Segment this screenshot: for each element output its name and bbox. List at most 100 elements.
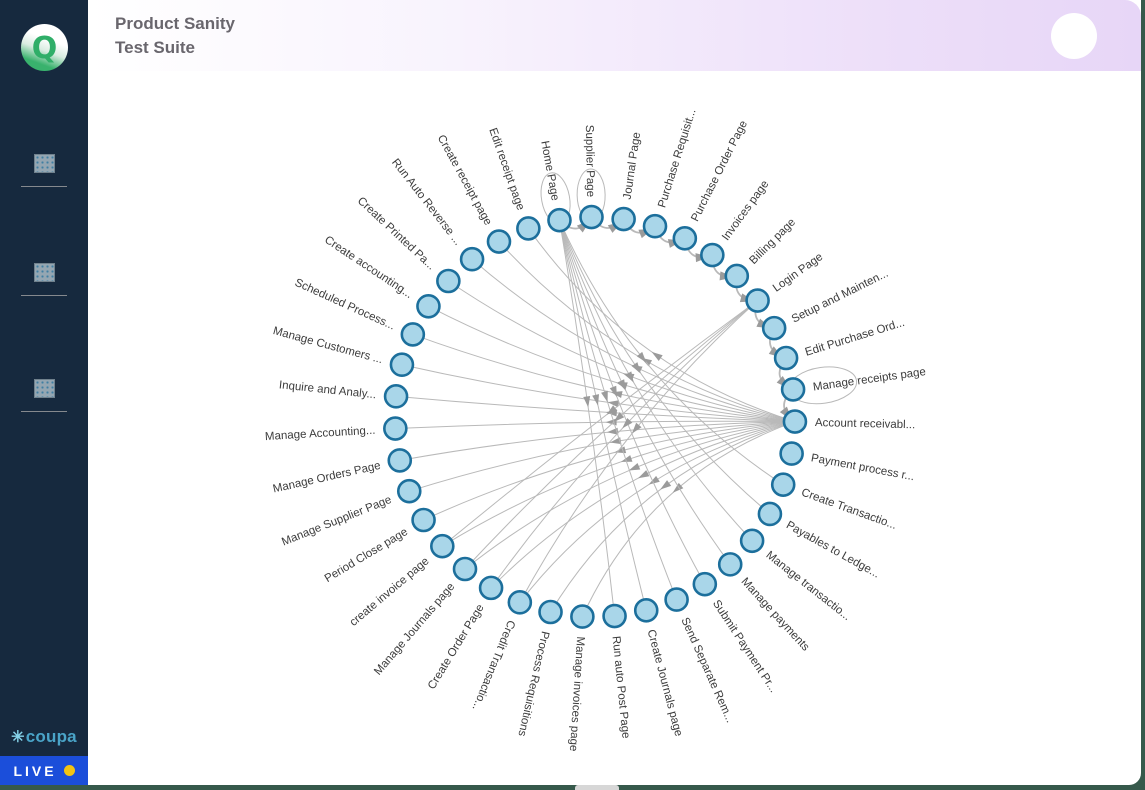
divider <box>21 411 67 412</box>
edge-arrowhead <box>638 470 650 479</box>
graph-node-label: Supplier Page <box>583 125 596 197</box>
node-layer <box>383 204 808 629</box>
placeholder-image-icon <box>33 379 55 398</box>
graph-node-label: Login Page <box>771 251 825 295</box>
graph-node-label: Create Order Page <box>426 602 487 691</box>
graph-node[interactable] <box>436 268 461 294</box>
edge-arrowhead <box>672 482 684 493</box>
graph-node[interactable] <box>770 472 796 497</box>
graph-node[interactable] <box>516 216 541 241</box>
graph-node[interactable] <box>547 207 572 233</box>
coupa-logo-text: coupa <box>25 727 77 746</box>
graph-node[interactable] <box>387 448 413 473</box>
graph-edge <box>428 305 796 423</box>
graph-node[interactable] <box>761 315 787 341</box>
graph-node[interactable] <box>389 352 415 378</box>
graph-node[interactable] <box>396 478 422 504</box>
graph-edge <box>471 258 796 423</box>
graph-node-label: Purchase Requisit... <box>656 107 698 209</box>
edge-arrowhead <box>628 463 641 471</box>
graph-node-label: Home Page <box>538 140 561 202</box>
coupa-logo: ✳coupa <box>0 727 88 747</box>
graph-node[interactable] <box>507 590 533 615</box>
graph-edge <box>559 219 771 515</box>
graph-node[interactable] <box>745 288 770 313</box>
edge-arrowhead <box>601 390 608 403</box>
graph-node[interactable] <box>602 603 627 629</box>
divider <box>21 295 67 296</box>
graph-edge <box>441 300 758 547</box>
edge-arrowhead <box>631 362 641 374</box>
graph-edge <box>559 220 753 542</box>
edge-arrowhead <box>592 394 600 406</box>
graph-node-label: Manage receipts page <box>812 366 926 394</box>
coupa-star-icon: ✳ <box>11 729 25 746</box>
graph-node[interactable] <box>724 263 750 289</box>
dependency-graph[interactable]: Supplier Page Journal Page Purchase Requis… <box>88 71 1141 785</box>
edge-arrowhead <box>636 351 647 363</box>
graph-node[interactable] <box>570 604 595 629</box>
edge-arrowhead <box>660 480 672 490</box>
graph-edge <box>464 300 758 570</box>
graph-edge <box>527 228 796 423</box>
graph-edge <box>396 395 795 423</box>
graph-node[interactable] <box>692 571 718 597</box>
graph-node-label: Manage invoices page <box>567 636 586 752</box>
graph-node[interactable] <box>486 229 512 254</box>
header: Product Sanity Test Suite <box>88 0 1141 71</box>
graph-node[interactable] <box>700 242 725 268</box>
graph-edge <box>395 420 795 430</box>
graph-node[interactable] <box>383 384 409 409</box>
graph-node[interactable] <box>411 507 436 533</box>
sidebar-item-2[interactable] <box>0 263 88 296</box>
graph-node[interactable] <box>611 206 636 232</box>
live-label: LIVE <box>13 762 57 779</box>
sidebar-item-1[interactable] <box>0 154 88 187</box>
graph-node[interactable] <box>779 441 804 466</box>
graph-node-label: Invoices page <box>720 178 771 243</box>
graph-node-label: Run auto Post Page <box>610 635 632 739</box>
graph-node[interactable] <box>672 226 698 251</box>
edge-arrowhead <box>651 351 663 362</box>
graph-edge <box>558 220 647 611</box>
graph-node[interactable] <box>430 533 455 559</box>
graph-node[interactable] <box>416 293 441 319</box>
graph-node[interactable] <box>579 204 604 230</box>
graph-node-label: Credit Transactio... <box>470 618 517 712</box>
graph-edge <box>448 280 796 423</box>
graph-node-label: Manage Orders Page <box>272 460 382 496</box>
graph-node-label: Manage Supplier Page <box>280 494 393 549</box>
edge-arrowhead <box>609 437 622 445</box>
live-badge: LIVE <box>0 756 88 785</box>
graph-node[interactable] <box>780 377 806 402</box>
graph-edge <box>519 421 796 603</box>
edge-arrowhead <box>648 475 660 485</box>
sidebar: Q ✳coupa LIVE <box>0 0 88 785</box>
graph-node[interactable] <box>400 322 426 347</box>
graph-node[interactable] <box>633 598 659 623</box>
graph-node[interactable] <box>459 246 485 272</box>
sidebar-item-3[interactable] <box>0 379 88 412</box>
avatar[interactable] <box>1051 13 1097 59</box>
graph-node[interactable] <box>642 213 668 239</box>
edge-arrowhead <box>609 385 617 398</box>
graph-node[interactable] <box>757 501 783 527</box>
graph-edge <box>558 220 616 617</box>
edge-arrowhead <box>620 455 633 462</box>
graph-node[interactable] <box>538 599 563 625</box>
graph-node[interactable] <box>773 345 799 371</box>
graph-edge <box>558 220 706 585</box>
graph-node[interactable] <box>739 528 765 554</box>
graph-node[interactable] <box>383 416 408 441</box>
graph-node[interactable] <box>782 409 808 434</box>
graph-node-label: Create Transactio... <box>800 487 899 532</box>
graph-node[interactable] <box>717 552 743 577</box>
graph-node-label: Process Requisitions <box>515 630 551 738</box>
edge-arrowhead <box>613 412 625 423</box>
graph-edge <box>412 333 795 423</box>
graph-node-label: Send Separate Rem... <box>678 616 735 725</box>
graph-edge <box>464 421 796 570</box>
graph-node[interactable] <box>478 575 504 601</box>
graph-node[interactable] <box>452 556 478 582</box>
graph-node[interactable] <box>664 587 689 612</box>
